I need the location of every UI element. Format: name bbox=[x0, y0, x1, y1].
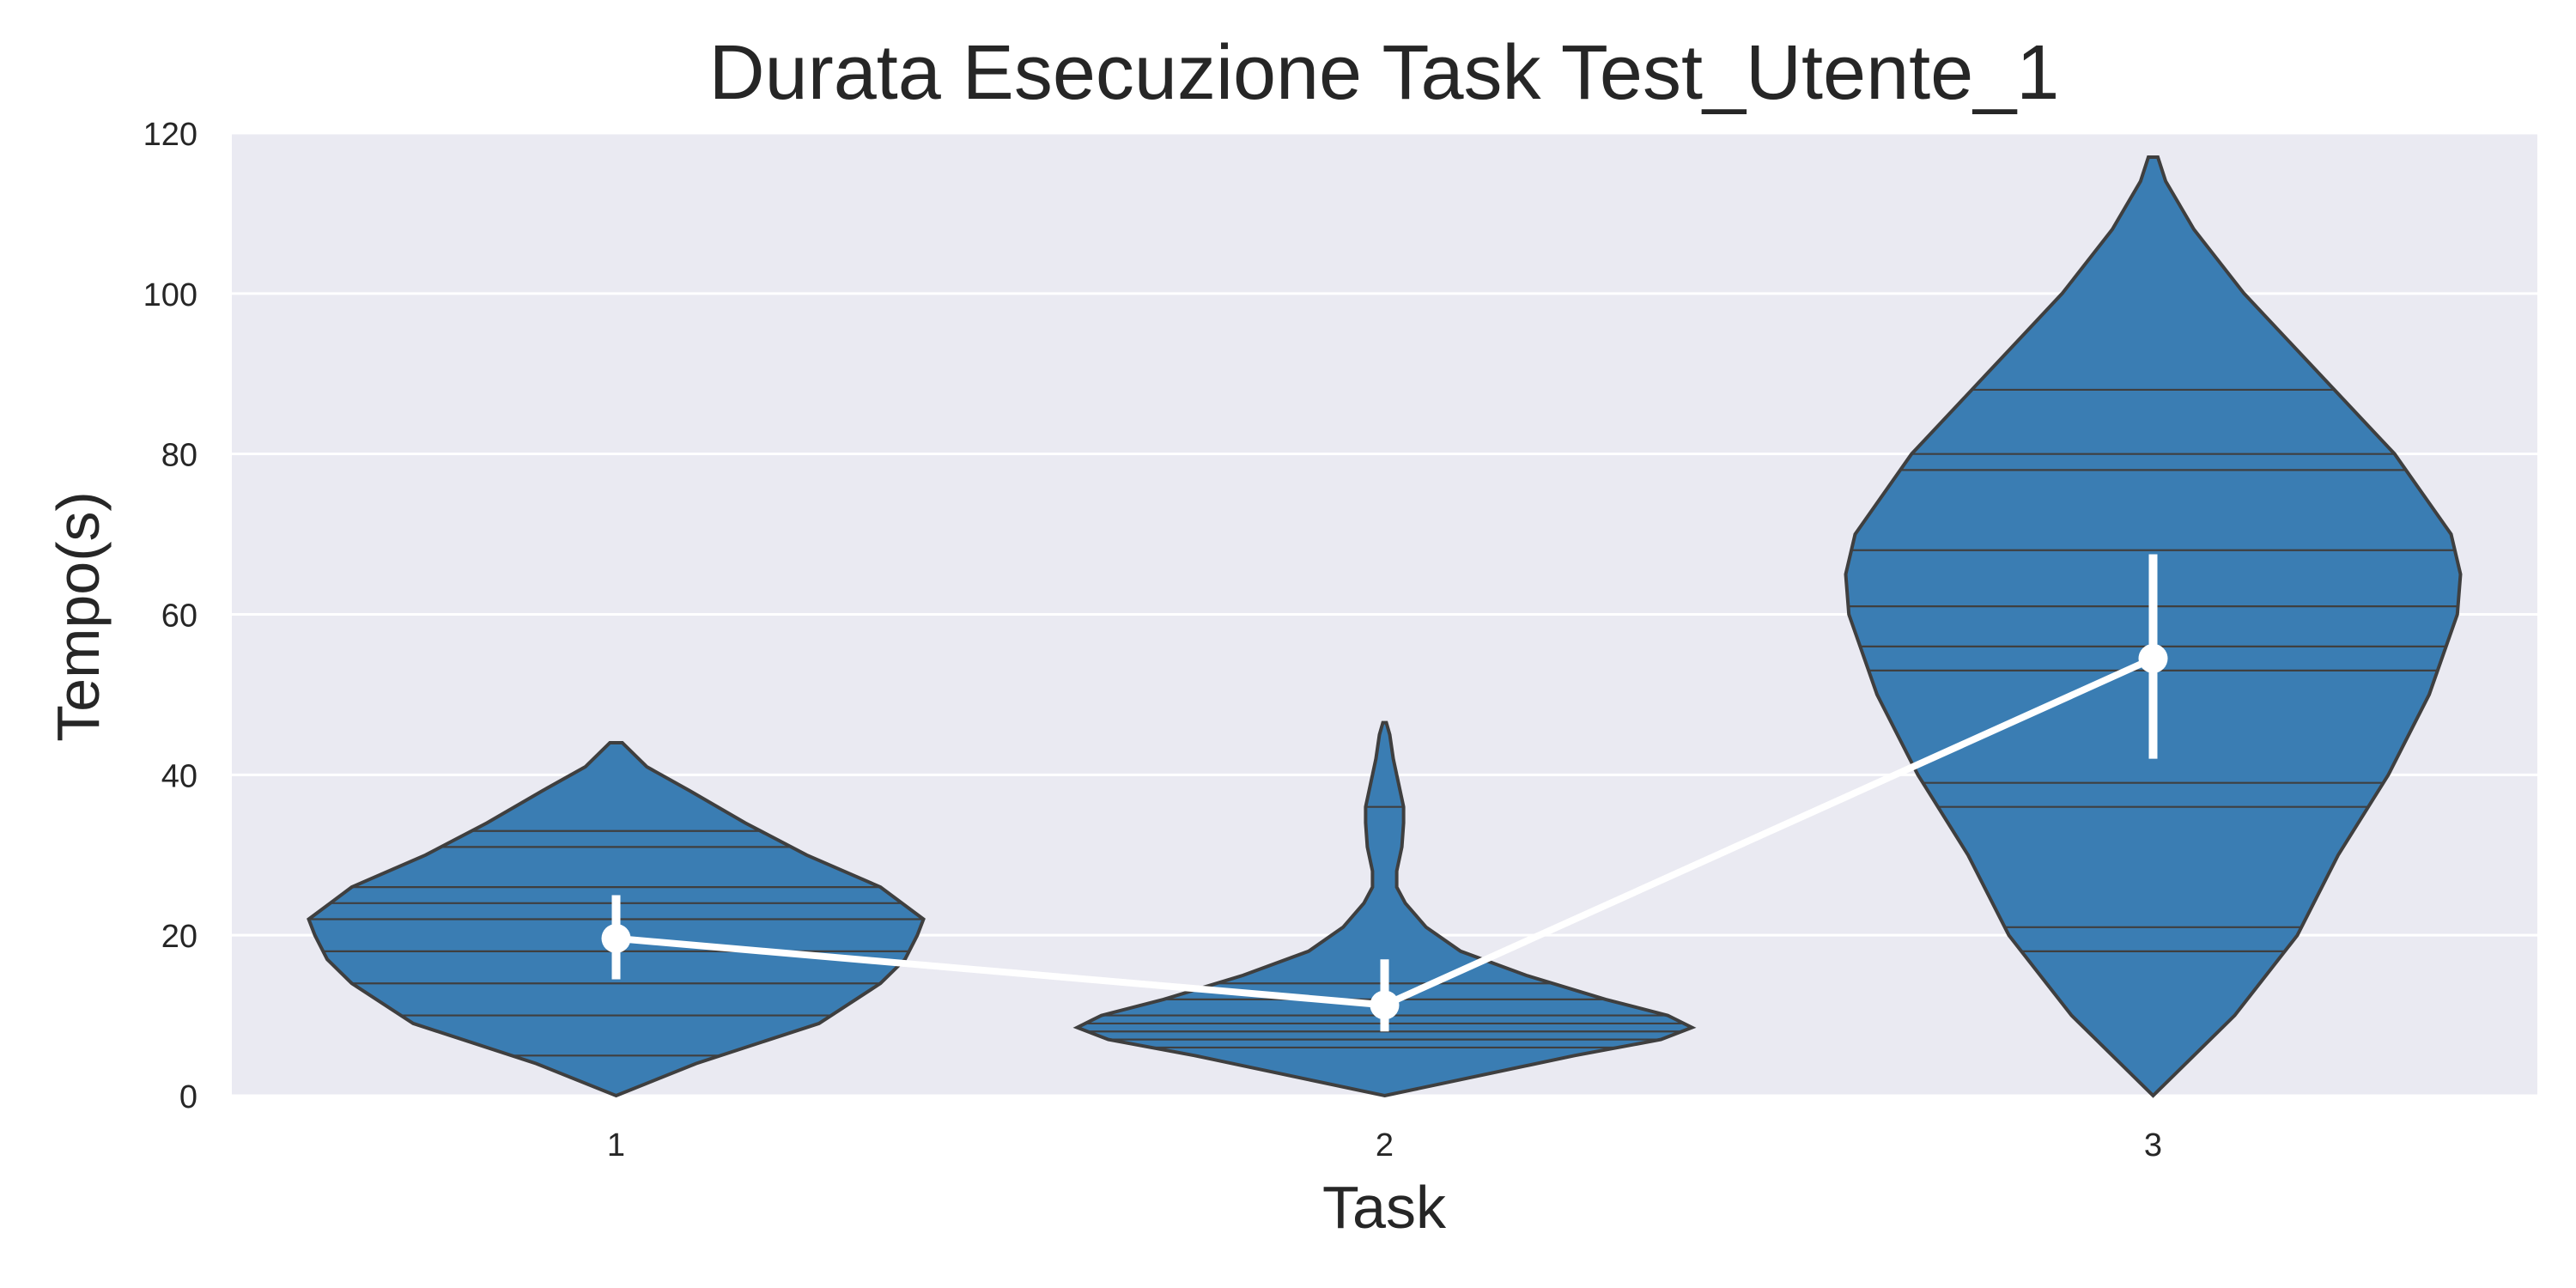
mean-point-task-3 bbox=[2138, 643, 2168, 673]
x-tick-label: 1 bbox=[607, 1127, 625, 1163]
x-axis-label: Task bbox=[1322, 1174, 1447, 1241]
y-tick-label: 80 bbox=[161, 438, 197, 474]
pointplot bbox=[601, 554, 2168, 1032]
y-tick-label: 0 bbox=[179, 1079, 197, 1115]
y-tick-label: 20 bbox=[161, 919, 197, 955]
x-tick-label: 3 bbox=[2144, 1127, 2162, 1163]
y-tick-label: 100 bbox=[143, 277, 197, 313]
mean-point-task-2 bbox=[1370, 990, 1400, 1020]
chart-title: Durata Esecuzione Task Test_Utente_1 bbox=[709, 30, 2060, 116]
x-axis-ticks: 1 2 3 bbox=[607, 1127, 2162, 1163]
y-tick-label: 40 bbox=[161, 758, 197, 794]
x-tick-label: 2 bbox=[1376, 1127, 1394, 1163]
y-tick-label: 60 bbox=[161, 598, 197, 635]
y-axis-label: Tempo(s) bbox=[45, 491, 112, 742]
mean-point-task-1 bbox=[601, 923, 631, 953]
y-tick-label: 120 bbox=[143, 117, 197, 153]
y-axis-ticks: 0 20 40 60 80 100 120 bbox=[143, 117, 197, 1115]
